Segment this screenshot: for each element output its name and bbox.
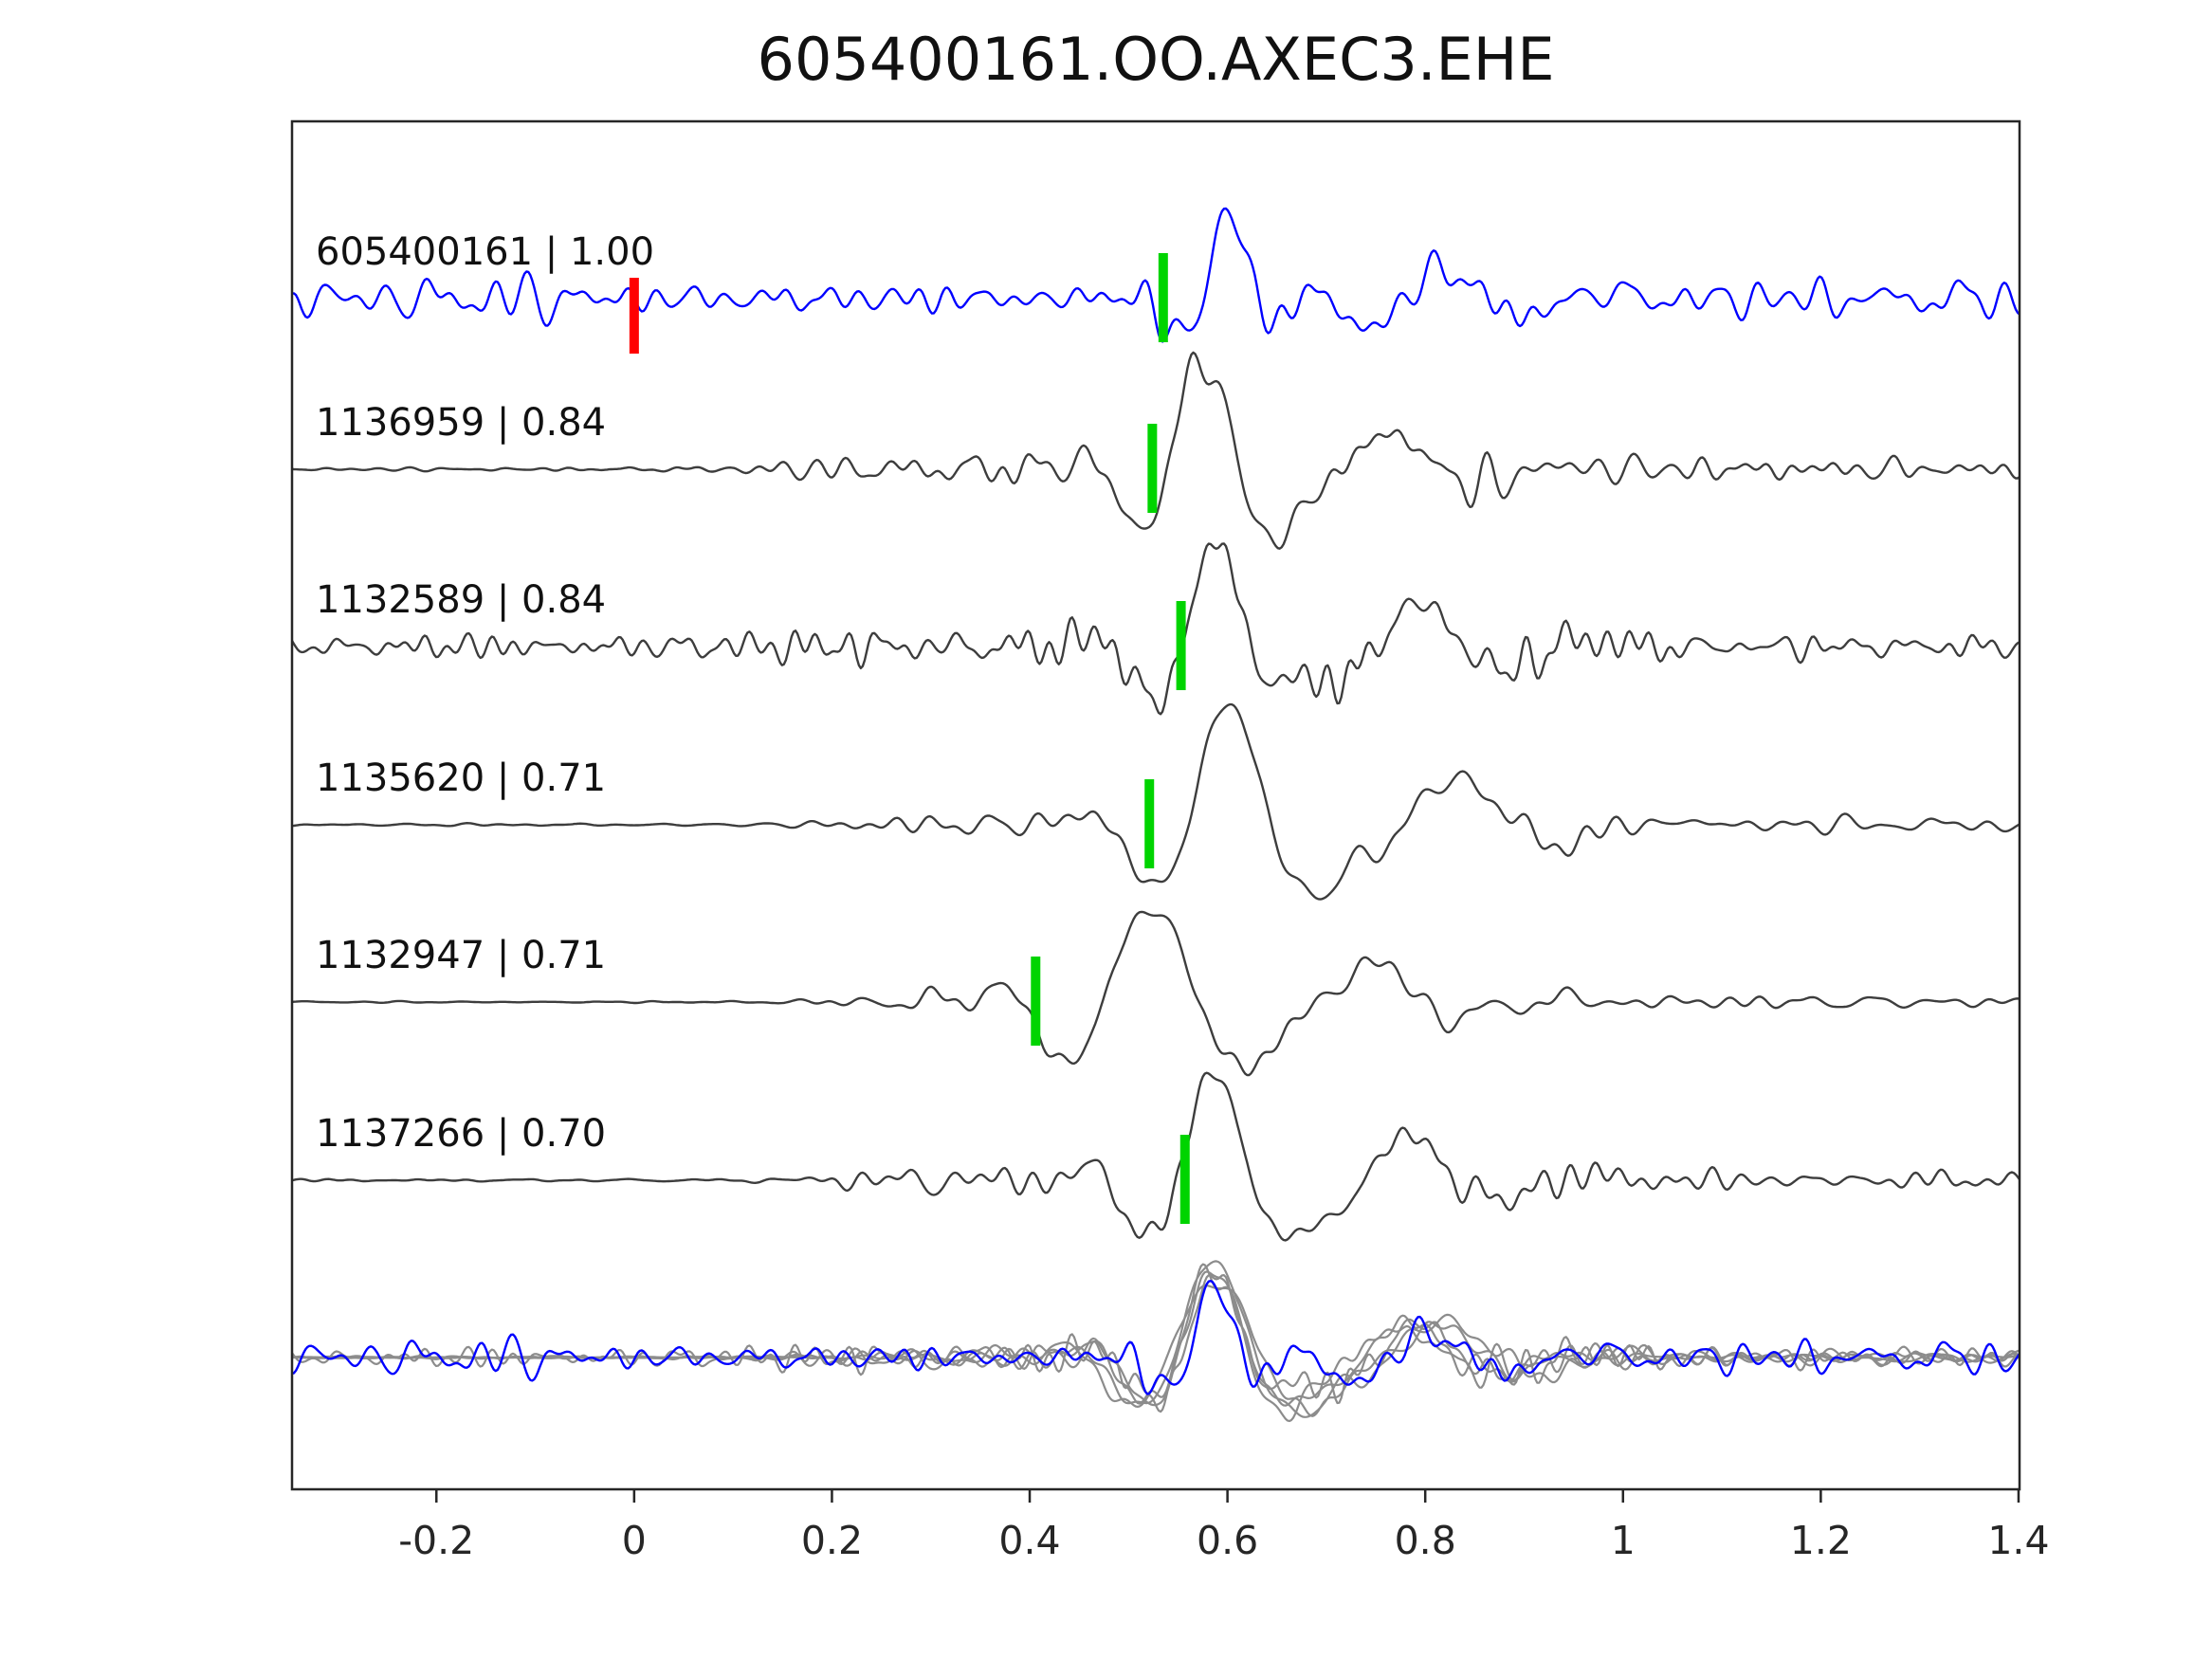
axes-frame [290,119,2021,1491]
x-tick-label: 0.6 [1197,1518,1258,1563]
template-trace-1132947 [292,910,2020,1077]
x-tick-label: 0.2 [801,1518,863,1563]
x-tick-label: 1.4 [1987,1518,2049,1563]
trace-label-1132947: 1132947 | 0.71 [316,934,606,977]
trace-label-1136959: 1136959 | 0.84 [316,401,606,445]
x-tick-label: 0.4 [998,1518,1060,1563]
plot-title: 605400161.OO.AXEC3.EHE [757,25,1555,94]
trace-label-1137266: 1137266 | 0.70 [316,1112,606,1156]
template-trace-1132589 [292,542,2020,716]
x-tick-label: 1 [1611,1518,1636,1563]
overlay-template-trace-1132589 [292,1274,2020,1413]
trace-label-1132589: 1132589 | 0.84 [316,578,606,622]
template-trace-1135620 [292,702,2020,901]
overlay-target-trace-605400161 [292,1279,2020,1395]
x-tick-label: -0.2 [398,1518,474,1563]
labels-layer: 605400161 | 1.00 1136959 | 0.84 1132589 | … [316,230,654,1156]
target-trace-605400161 [292,207,2020,343]
trace-label-1135620: 1135620 | 0.71 [316,757,606,800]
template-trace-1136959 [292,351,2020,550]
markers-layer [629,253,1190,1224]
traces-layer [292,207,2020,1423]
overlay-template-trace-1137266 [292,1270,2020,1407]
template-trace-1137266 [292,1071,2020,1242]
x-tick-label: 0 [622,1518,647,1563]
trace-label-605400161: 605400161 | 1.00 [316,230,654,274]
x-tick-label: 1.2 [1790,1518,1852,1563]
x-tick-label: 0.8 [1395,1518,1456,1563]
